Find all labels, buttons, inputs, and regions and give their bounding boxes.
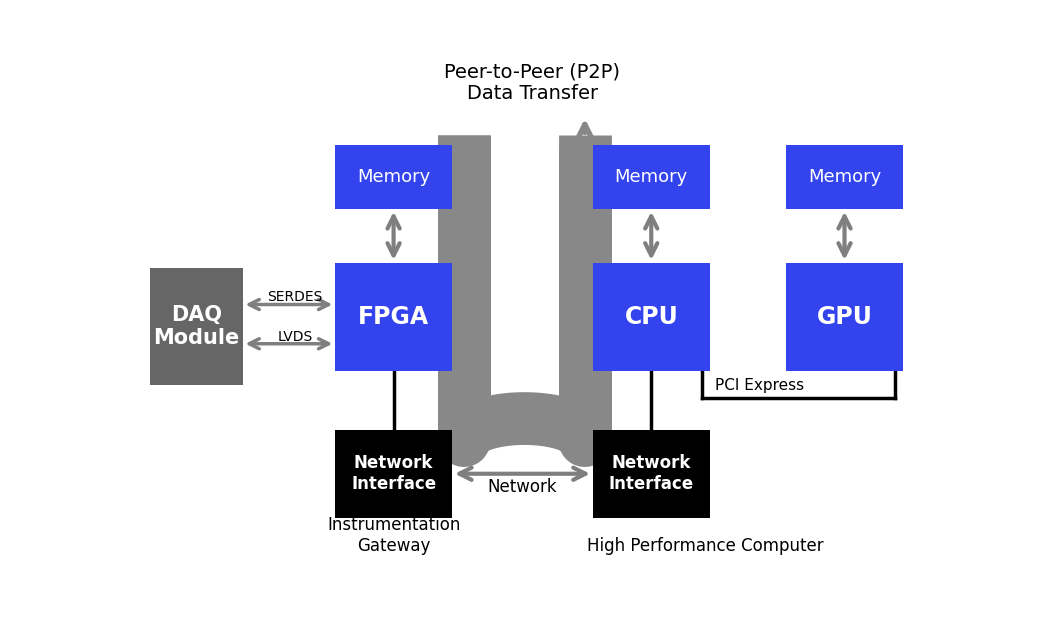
Text: PCI Express: PCI Express <box>715 378 804 393</box>
FancyBboxPatch shape <box>787 145 903 209</box>
FancyBboxPatch shape <box>787 263 903 371</box>
Text: DAQ
Module: DAQ Module <box>153 305 239 348</box>
Text: CPU: CPU <box>624 304 678 329</box>
FancyBboxPatch shape <box>593 263 710 371</box>
Text: Network
Interface: Network Interface <box>609 454 694 493</box>
FancyBboxPatch shape <box>150 268 243 385</box>
Text: LVDS: LVDS <box>277 330 313 344</box>
Text: Memory: Memory <box>357 168 430 186</box>
Text: Network: Network <box>487 478 557 496</box>
FancyBboxPatch shape <box>593 429 710 518</box>
Text: Peer-to-Peer (P2P)
Data Transfer: Peer-to-Peer (P2P) Data Transfer <box>445 62 620 103</box>
Text: Instrumentation
Gateway: Instrumentation Gateway <box>327 516 460 555</box>
Text: High Performance Computer: High Performance Computer <box>587 536 824 555</box>
Text: Network
Interface: Network Interface <box>351 454 436 493</box>
FancyBboxPatch shape <box>336 429 452 518</box>
Text: Memory: Memory <box>808 168 881 186</box>
Text: GPU: GPU <box>817 304 873 329</box>
FancyBboxPatch shape <box>336 263 452 371</box>
Text: SERDES: SERDES <box>267 290 323 304</box>
FancyBboxPatch shape <box>336 145 452 209</box>
FancyBboxPatch shape <box>593 145 710 209</box>
Text: FPGA: FPGA <box>358 304 429 329</box>
Text: Memory: Memory <box>615 168 688 186</box>
